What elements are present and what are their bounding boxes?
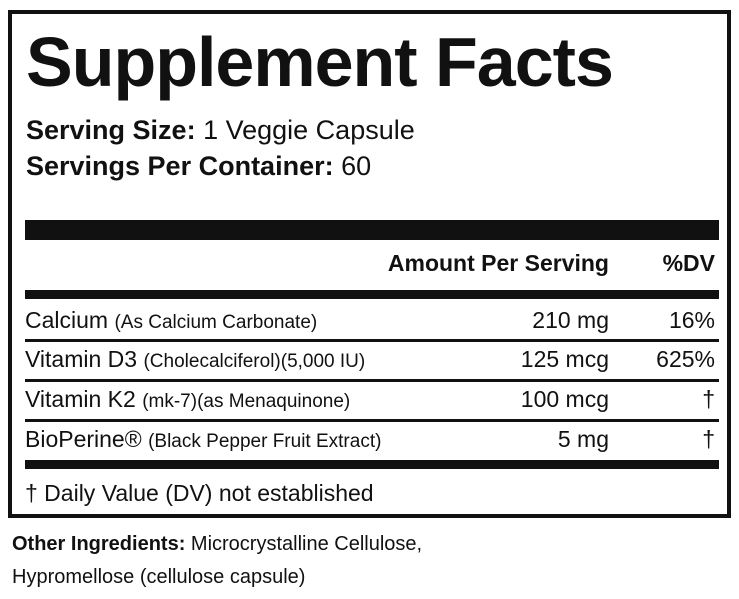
nutrient-amount: 100 mcg bbox=[520, 386, 609, 412]
nutrient-detail: (Cholecalciferol)(5,000 IU) bbox=[143, 351, 366, 372]
table-row: Calcium (As Calcium Carbonate) 210 mg 16… bbox=[25, 303, 719, 337]
row-divider bbox=[25, 379, 719, 382]
nutrient-dv: † bbox=[702, 426, 715, 452]
nutrient-detail: (mk-7)(as Menaquinone) bbox=[142, 391, 351, 412]
servings-per-container-label: Servings Per Container: bbox=[26, 151, 334, 181]
table-row: Vitamin K2 (mk-7)(as Menaquinone) 100 mc… bbox=[25, 382, 719, 416]
table-row: Vitamin D3 (Cholecalciferol)(5,000 IU) 1… bbox=[25, 342, 719, 376]
nutrient-amount: 125 mcg bbox=[520, 346, 609, 372]
nutrient-name: Vitamin D3 bbox=[25, 346, 138, 372]
nutrient-detail: (Black Pepper Fruit Extract) bbox=[148, 431, 382, 452]
serving-size: Serving Size: 1 Veggie Capsule bbox=[26, 114, 415, 146]
footnote: † Daily Value (DV) not established bbox=[25, 480, 374, 506]
servings-per-container-value: 60 bbox=[341, 151, 372, 181]
thick-divider bbox=[25, 220, 719, 240]
servings-per-container: Servings Per Container: 60 bbox=[26, 150, 371, 182]
nutrient-name: Vitamin K2 bbox=[25, 386, 136, 412]
panel-title: Supplement Facts bbox=[26, 23, 614, 101]
other-ingredients-line1: Microcrystalline Cellulose, bbox=[190, 533, 423, 555]
nutrient-amount: 5 mg bbox=[557, 426, 609, 452]
other-ingredients-line2: Hypromellose (cellulose capsule) bbox=[12, 566, 306, 588]
thick-divider bbox=[25, 460, 719, 469]
nutrient-dv: 16% bbox=[668, 307, 715, 333]
serving-size-label: Serving Size: bbox=[26, 115, 196, 145]
nutrient-dv: 625% bbox=[656, 346, 715, 372]
other-ingredients: Other Ingredients: Microcrystalline Cell… bbox=[12, 530, 422, 558]
table-row: BioPerine® (Black Pepper Fruit Extract) … bbox=[25, 422, 719, 456]
serving-size-value: 1 Veggie Capsule bbox=[203, 115, 415, 145]
nutrient-dv: † bbox=[702, 386, 715, 412]
row-divider bbox=[25, 339, 719, 342]
table-header: Amount Per Serving %DV bbox=[25, 250, 719, 284]
other-ingredients-label: Other Ingredients: bbox=[12, 533, 186, 555]
supplement-facts-panel: Supplement Facts Serving Size: 1 Veggie … bbox=[8, 10, 731, 518]
nutrient-amount: 210 mg bbox=[532, 307, 609, 333]
amount-header: Amount Per Serving bbox=[387, 250, 609, 276]
header-divider bbox=[25, 290, 719, 299]
row-divider bbox=[25, 419, 719, 422]
dv-header: %DV bbox=[662, 250, 715, 276]
nutrient-name: BioPerine® bbox=[25, 426, 142, 452]
nutrient-name: Calcium bbox=[25, 307, 109, 333]
nutrient-detail: (As Calcium Carbonate) bbox=[114, 312, 318, 333]
